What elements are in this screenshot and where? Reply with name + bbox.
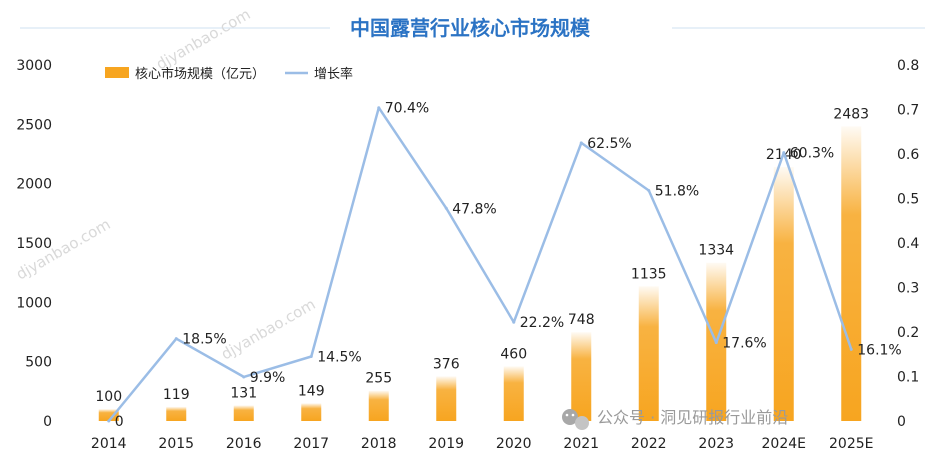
- line-label: 22.2%: [520, 315, 564, 331]
- y-right-tick: 0.6: [897, 147, 919, 163]
- y-right-tick: 0.4: [897, 236, 919, 252]
- x-tick: 2020: [496, 436, 532, 452]
- x-tick: 2016: [226, 436, 262, 452]
- y-left-tick: 2500: [16, 117, 52, 133]
- line-label: 47.8%: [452, 201, 496, 217]
- bar-label: 376: [433, 356, 460, 372]
- bar-label: 748: [568, 312, 595, 328]
- bar-label: 1135: [631, 266, 667, 282]
- line-label: 62.5%: [587, 136, 631, 152]
- x-tick: 2019: [428, 436, 464, 452]
- line-point: [849, 347, 853, 351]
- plot-area: 05001000150020002500300000.10.20.30.40.5…: [16, 58, 919, 452]
- line-label: 51.8%: [655, 183, 699, 199]
- bar: [166, 406, 187, 421]
- line-label: 9.9%: [250, 370, 286, 386]
- line-point: [107, 419, 111, 423]
- legend-swatch-bar: [105, 67, 129, 78]
- legend-label-line: 增长率: [314, 66, 353, 82]
- line-point: [512, 320, 516, 324]
- x-tick: 2014: [91, 436, 127, 452]
- y-right-tick: 0.2: [897, 325, 919, 341]
- y-left-tick: 3000: [16, 58, 52, 74]
- bar: [233, 405, 254, 421]
- line-point: [579, 141, 583, 145]
- line-label: 60.3%: [790, 146, 834, 162]
- bar-label: 149: [298, 383, 325, 399]
- x-tick: 2023: [698, 436, 734, 452]
- line-point: [444, 206, 448, 210]
- legend-label-bar: 核心市场规模（亿元）: [135, 66, 265, 82]
- bar-label: 255: [365, 371, 392, 387]
- bar-label: 131: [230, 385, 257, 401]
- growth-line: [107, 106, 853, 422]
- bar: [638, 286, 659, 421]
- x-tick: 2017: [293, 436, 329, 452]
- line-point: [174, 337, 178, 341]
- x-tick: 2024E: [762, 436, 806, 452]
- y-left-tick: 1000: [16, 295, 52, 311]
- line-point: [377, 106, 381, 110]
- y-left-tick: 0: [43, 414, 52, 430]
- x-tick: 2021: [563, 436, 599, 452]
- bar: [436, 376, 457, 421]
- bar: [571, 332, 592, 421]
- bar-label: 2483: [833, 106, 869, 122]
- x-tick: 2022: [631, 436, 667, 452]
- y-right-tick: 0.1: [897, 370, 919, 386]
- faint-watermark-3: djyanbao.com: [218, 295, 319, 363]
- line-label: 14.5%: [317, 349, 361, 365]
- y-right-tick: 0.3: [897, 281, 919, 297]
- x-tick: 2018: [361, 436, 397, 452]
- bar: [368, 390, 389, 421]
- bar: [301, 403, 322, 421]
- y-right-tick: 0.7: [897, 103, 919, 119]
- line-point: [782, 151, 786, 155]
- line-label: 0: [115, 414, 124, 430]
- wechat-icon: [562, 409, 589, 430]
- bar: [98, 409, 119, 421]
- faint-watermark-1: djyanbao.com: [153, 5, 254, 73]
- line-label: 70.4%: [385, 101, 429, 117]
- x-tick: 2025E: [829, 436, 873, 452]
- y-left-tick: 2000: [16, 177, 52, 193]
- line-label: 17.6%: [722, 336, 766, 352]
- line-point: [647, 188, 651, 192]
- bar-label: 100: [95, 389, 122, 405]
- y-left-tick: 1500: [16, 236, 52, 252]
- bar: [503, 366, 524, 421]
- line-point: [242, 375, 246, 379]
- bar: [841, 126, 862, 421]
- line-label: 16.1%: [857, 342, 901, 358]
- bar: [773, 167, 794, 421]
- line-point: [309, 354, 313, 358]
- line-label: 18.5%: [182, 332, 226, 348]
- y-left-tick: 500: [25, 355, 52, 371]
- line-point: [714, 341, 718, 345]
- y-right-tick: 0.5: [897, 192, 919, 208]
- chart-title: 中国露营行业核心市场规模: [350, 16, 591, 40]
- y-right-tick: 0.8: [897, 58, 919, 74]
- bar-label: 119: [163, 387, 190, 403]
- bar-label: 460: [500, 346, 527, 362]
- watermark-text: 公众号 · 洞见研报行业前沿: [597, 408, 788, 427]
- y-right-tick: 0: [897, 414, 906, 430]
- bar-label: 1334: [698, 243, 734, 259]
- x-tick: 2015: [158, 436, 194, 452]
